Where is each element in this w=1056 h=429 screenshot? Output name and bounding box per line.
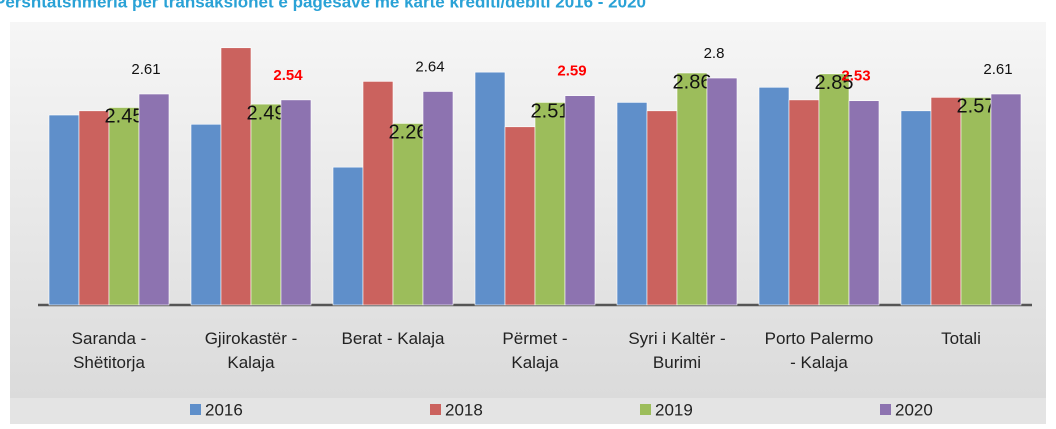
bar <box>108 107 140 306</box>
bar <box>564 95 596 306</box>
bar <box>990 93 1022 306</box>
bar <box>474 71 506 306</box>
data-label: 2.45 <box>105 106 144 128</box>
bar <box>504 126 536 306</box>
bar <box>220 47 252 306</box>
legend-swatch <box>880 404 891 415</box>
x-tick-line: Berat - Kalaja <box>342 329 446 348</box>
legend-swatch <box>430 404 441 415</box>
chart-title: Përshtatshmëria për transaksionet e page… <box>0 0 646 11</box>
bar <box>534 102 566 306</box>
data-label: 2.85 <box>815 72 854 94</box>
bar <box>960 97 992 306</box>
legend-bg <box>10 398 1046 424</box>
data-label: 2.59 <box>557 63 586 80</box>
bar <box>48 114 80 306</box>
x-tick-line: Gjirokastër - <box>205 329 298 348</box>
x-tick-line: Totali <box>941 329 981 348</box>
x-tick-line: Përmet - <box>502 329 567 348</box>
x-tick-line: Saranda - <box>72 329 147 348</box>
data-label: 2.54 <box>273 67 303 84</box>
data-label: 2.51 <box>531 101 570 123</box>
data-label: 2.26 <box>389 122 428 144</box>
x-tick-line: Shëtitorja <box>73 353 145 372</box>
data-label: 2.49 <box>247 102 286 124</box>
bar <box>362 81 394 306</box>
bar <box>250 103 282 306</box>
data-label: 2.61 <box>983 61 1012 78</box>
bar <box>78 110 110 306</box>
bar <box>848 100 880 306</box>
bar <box>616 102 648 306</box>
x-tick-label: Berat - Kalaja <box>342 329 446 348</box>
legend-label: 2020 <box>895 400 933 419</box>
legend-label: 2016 <box>205 400 243 419</box>
legend-label: 2019 <box>655 400 693 419</box>
data-label: 2.53 <box>841 68 870 85</box>
legend-swatch <box>640 404 651 415</box>
bar <box>138 93 170 306</box>
x-tick-line: Syri i Kaltër - <box>628 329 725 348</box>
legend-label: 2018 <box>445 400 483 419</box>
x-tick-line: Burimi <box>653 353 701 372</box>
bar <box>422 91 454 306</box>
bar <box>280 99 312 306</box>
data-label: 2.61 <box>131 61 160 78</box>
legend-swatch <box>190 404 201 415</box>
x-tick-label: Përmet - Kalaja <box>502 329 567 372</box>
bar <box>758 86 790 306</box>
bar <box>190 123 222 306</box>
x-tick-label: Totali <box>941 329 981 348</box>
bar <box>706 77 738 306</box>
bar <box>332 166 364 306</box>
x-tick-label: Porto Palermo - Kalaja <box>765 329 874 372</box>
bar <box>788 99 820 306</box>
x-tick-line: Kalaja <box>227 353 275 372</box>
x-tick-label: Syri i Kaltër - Burimi <box>628 329 725 372</box>
bar <box>900 110 932 306</box>
x-tick-label: Saranda - Shëtitorja <box>72 329 147 372</box>
bar <box>930 97 962 306</box>
bar <box>646 110 678 306</box>
data-label: 2.57 <box>957 96 996 118</box>
bar <box>818 73 850 306</box>
data-label: 2.86 <box>673 71 712 93</box>
x-tick-line: - Kalaja <box>790 353 848 372</box>
bar <box>392 123 424 306</box>
x-tick-label: Gjirokastër - Kalaja <box>205 329 298 372</box>
data-label: 2.8 <box>704 45 725 62</box>
bar <box>676 72 708 306</box>
x-tick-line: Kalaja <box>511 353 559 372</box>
x-tick-line: Porto Palermo <box>765 329 874 348</box>
data-label: 2.64 <box>415 58 444 75</box>
